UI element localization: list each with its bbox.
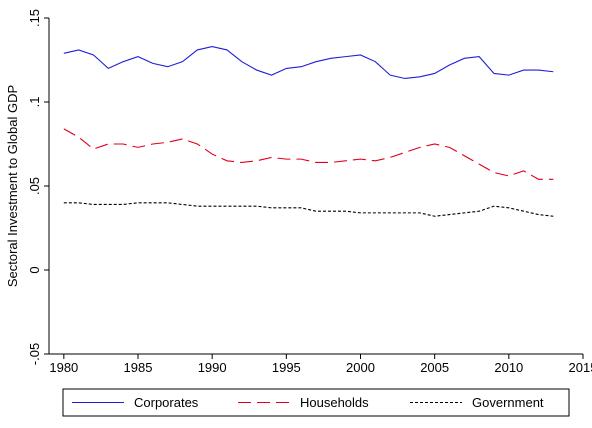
axes: 1980 1985 1990 1995 2000 2005 2010 2015 -.05 0 .05…: [5, 9, 592, 375]
x-tick-label: 1985: [124, 360, 153, 375]
legend: Corporates Households Government: [62, 388, 570, 417]
x-tick-label: 1990: [198, 360, 227, 375]
x-tick-label: 2015: [569, 360, 592, 375]
y-tick-label: .1: [27, 97, 42, 108]
series-line-corporates: [63, 45, 554, 80]
x-tick-label: 2000: [346, 360, 375, 375]
series-line-households: [63, 128, 554, 180]
y-tick-label: 0: [27, 266, 42, 273]
x-tick-label: 1995: [272, 360, 301, 375]
legend-box: [62, 388, 570, 417]
legend-label-government: Government: [472, 395, 544, 410]
y-tick-label: -.05: [27, 343, 42, 365]
legend-label-corporates: Corporates: [134, 395, 199, 410]
x-tick-label: 2010: [494, 360, 523, 375]
y-tick-label: .05: [27, 177, 42, 195]
x-tick-label: 1980: [49, 360, 78, 375]
y-axis-title: Sectoral Investment to Global GDP: [5, 85, 20, 287]
series-line-government: [63, 202, 554, 217]
plot-lines: [63, 45, 554, 217]
legend-label-households: Households: [300, 395, 369, 410]
y-tick-label: .15: [27, 9, 42, 27]
x-tick-label: 2005: [420, 360, 449, 375]
